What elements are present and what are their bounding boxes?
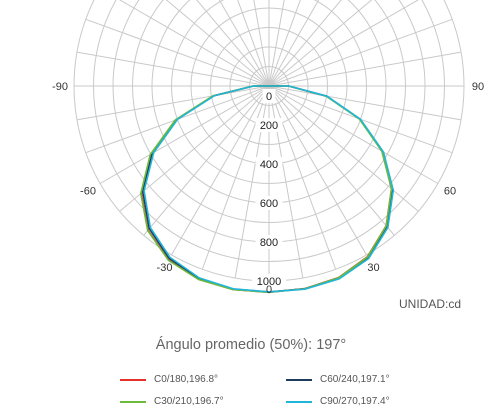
radial-tick-label: 800 [260,237,278,249]
unit-label: UNIDAD:cd [399,297,462,311]
grid-spoke [268,0,320,87]
grid-spoke [119,0,270,87]
grid-spoke [201,85,270,270]
axis-labels: 0 200 400 600 800 1000 -90 90 -60 60 -30 30 0 [52,81,484,296]
radial-label-bg [252,274,286,288]
chart-subtitle: Ángulo promedio (50%): 197° [155,337,347,353]
legend-label: C60/240,197.1° [320,374,390,385]
angle-label: -90 [52,81,68,93]
legend-swatch-c0 [120,378,146,381]
grid-spoke [268,0,373,87]
angle-label: 90 [472,81,484,93]
radial-label-bg [255,196,283,210]
grid-spoke [171,85,270,256]
legend-swatch-c60 [286,378,312,381]
angle-label: 30 [367,262,379,274]
grid-spoke [253,0,270,87]
radial-label-bg [255,157,283,171]
radial-tick-label: 400 [260,159,278,171]
legend-item: C60/240,197.1° [286,374,390,385]
radial-tick-label: 200 [260,120,278,132]
grid-spoke [268,85,367,256]
legend-label: C90/270,197.4° [320,396,390,407]
grid-spoke [143,85,270,236]
radial-label-bg [255,235,283,249]
grid-spoke [268,0,301,87]
grid-spoke [99,85,270,184]
legend-item: C30/210,196.7° [120,396,224,407]
grid-spoke [237,0,270,87]
polar-intensity-chart: 0 200 400 600 800 1000 -90 90 -60 60 -30 30 0 [52,0,484,296]
grid-spoke [268,85,439,184]
grid-spoke [268,0,285,87]
angle-label: -60 [80,186,96,198]
legend-item: C0/180,196.8° [120,374,218,385]
grid-spoke [268,51,462,87]
radial-tick-label: 600 [260,198,278,210]
series-curves [140,85,395,294]
grid-spoke [76,51,270,87]
grid-spoke [165,0,270,87]
legend-swatch-c90 [286,400,312,403]
grid-spoke [196,0,270,87]
legend-label: C0/180,196.8° [154,374,219,385]
grid-spoke [268,85,395,236]
grid-spoke [268,18,453,87]
grid-spoke [268,85,337,270]
angle-label: -30 [157,262,173,274]
legend-label: C30/210,196.7° [154,396,224,407]
angle-label: 60 [444,186,456,198]
radial-tick-label: 1000 [257,276,281,288]
grid-spoke [268,0,419,87]
series-line-3 [143,85,395,293]
radial-label-bg [262,89,276,103]
grid-spoke [85,18,270,87]
radial-tick-label: 0 [266,91,272,103]
grid-spoke [268,85,462,121]
grid-spoke [76,85,270,121]
legend-item: C90/270,197.4° [286,396,390,407]
radial-label-bg [255,118,283,132]
legend-swatch-c30 [120,400,146,403]
grid-spoke [268,0,342,87]
angle-label: 0 [266,284,272,296]
grid-spoke [218,0,270,87]
